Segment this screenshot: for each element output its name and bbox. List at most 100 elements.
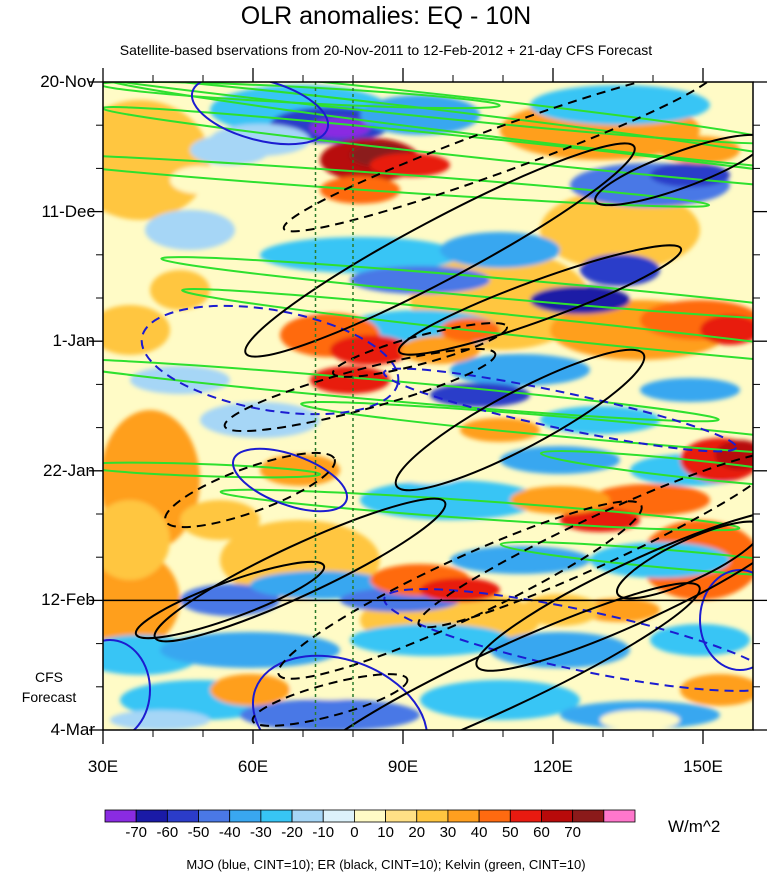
colorbar-swatch xyxy=(198,809,231,823)
colorbar-tick-label: -50 xyxy=(187,824,210,841)
field-blob xyxy=(580,254,660,286)
field-blob xyxy=(160,632,340,668)
contour-positive xyxy=(244,142,636,358)
field-blob xyxy=(190,135,270,165)
field-blob xyxy=(540,190,700,270)
y-tick-label: 1-Jan xyxy=(52,331,95,351)
colorbar-swatch xyxy=(354,809,386,823)
axis-ticks xyxy=(89,68,767,744)
colorbar-swatch xyxy=(509,809,542,823)
field-blob xyxy=(530,286,630,314)
contour-positive xyxy=(103,152,711,208)
field-blob xyxy=(420,680,580,720)
contour-positive xyxy=(219,488,741,532)
contour-negative xyxy=(282,82,718,233)
colorbar-swatch xyxy=(260,809,293,823)
reference-longitude-lines xyxy=(314,82,354,730)
colorbar xyxy=(104,809,636,823)
contour-positive xyxy=(103,106,753,194)
contour-positive xyxy=(616,520,753,600)
field-blob xyxy=(590,542,730,578)
contour-negative xyxy=(164,451,336,529)
contour-negative xyxy=(223,347,497,433)
field-blob xyxy=(640,378,740,402)
colorbar-swatch xyxy=(104,809,137,823)
contour-negative xyxy=(277,500,643,680)
y-tick-label: 20-Nov xyxy=(40,72,95,91)
colorbar-tick-label: -30 xyxy=(250,824,272,841)
field-blob xyxy=(250,571,390,599)
x-tick-label: 30E xyxy=(87,757,119,776)
colorbar-tick-label: -60 xyxy=(156,824,179,841)
field-blob xyxy=(350,624,510,656)
field-blob xyxy=(530,85,710,125)
field-blob xyxy=(290,680,370,700)
y-tick-label: 4-Mar xyxy=(50,720,95,739)
field-blob xyxy=(110,710,210,730)
field-blob xyxy=(715,440,753,470)
contour-positive xyxy=(103,461,321,479)
contour-positive xyxy=(300,401,753,459)
y-tick-label: 22-Jan xyxy=(43,460,95,480)
colorbar-swatch xyxy=(603,809,636,823)
contour-positive xyxy=(103,639,151,730)
plot-frame xyxy=(102,81,754,731)
chart-title: OLR anomalies: EQ - 10N xyxy=(240,2,532,30)
field-blob xyxy=(330,335,410,365)
chart-subtitle: Satellite-based bservations from 20-Nov-… xyxy=(119,42,653,58)
contour-positive xyxy=(134,560,326,640)
field-blob xyxy=(200,402,320,438)
contour-positive xyxy=(475,508,753,672)
forecast-label: CFS Forecast xyxy=(14,667,84,707)
forecast-label-line1: CFS xyxy=(35,669,63,685)
x-tick-label: 60E xyxy=(237,757,269,776)
colorbar-tick-label: -70 xyxy=(125,824,148,841)
contour-positive xyxy=(251,654,429,730)
field-blob xyxy=(210,674,290,706)
field-blob xyxy=(310,366,390,394)
field-blob xyxy=(145,210,235,250)
contour-positive xyxy=(160,256,753,324)
field-blob xyxy=(103,500,170,580)
field-blob xyxy=(360,95,480,135)
field-blob xyxy=(180,500,260,540)
colorbar-swatch xyxy=(541,809,574,823)
colorbar-swatch xyxy=(166,809,199,823)
y-tick-label: 11-Dec xyxy=(41,201,95,221)
field-blob xyxy=(430,383,530,407)
field-blob xyxy=(390,456,470,484)
contour-positive xyxy=(103,82,753,145)
contour-positive xyxy=(594,133,753,207)
field-blob xyxy=(660,136,740,164)
field-blob xyxy=(600,710,680,730)
x-tick-label: 90E xyxy=(387,757,419,776)
colorbar-tick-label: 60 xyxy=(533,824,550,841)
colorbar-tick-label: 30 xyxy=(439,824,457,841)
colorbar-swatch xyxy=(135,809,168,823)
colorbar-tick-label: -40 xyxy=(218,824,241,841)
contour-negative xyxy=(382,367,738,453)
colorbar-tick-label: 10 xyxy=(377,824,394,841)
contour-overlays xyxy=(103,82,753,730)
colorbar-tick-label: 0 xyxy=(350,824,359,841)
colorbar-swatch xyxy=(229,809,262,823)
contour-negative xyxy=(331,322,509,378)
colorbar-tick-label: 20 xyxy=(408,824,426,841)
field-blob xyxy=(510,486,610,514)
contour-positive xyxy=(397,244,683,356)
field-blob xyxy=(350,266,490,294)
contour-positive xyxy=(499,540,753,580)
field-blob xyxy=(103,305,170,355)
field-blob xyxy=(150,270,210,310)
colorbar-swatch xyxy=(447,809,480,823)
colorbar-tick-label: 40 xyxy=(470,824,488,841)
contour-positive xyxy=(181,288,753,372)
colorbar-swatch xyxy=(572,809,605,823)
colorbar-swatch xyxy=(291,809,324,823)
field-blob xyxy=(450,546,590,574)
field-blob xyxy=(250,284,330,316)
field-blob xyxy=(370,153,450,177)
x-tick-label: 120E xyxy=(533,757,573,776)
colorbar-tick-label: -20 xyxy=(281,824,303,841)
contour-legend: MJO (blue, CINT=10); ER (black, CINT=10)… xyxy=(186,857,586,872)
